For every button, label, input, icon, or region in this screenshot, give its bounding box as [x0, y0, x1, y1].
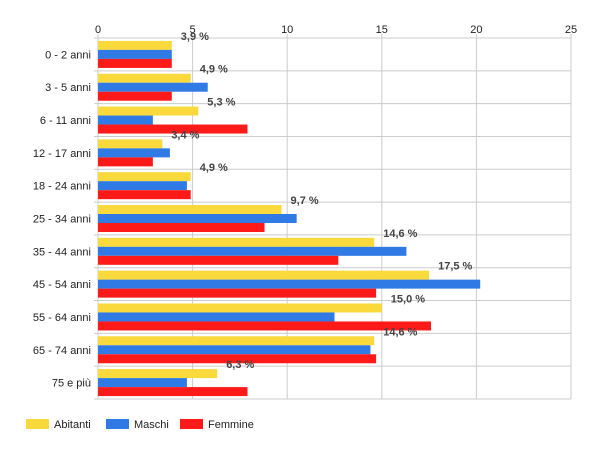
data-label: 15,0 % — [391, 293, 425, 305]
bar-femmine — [98, 157, 153, 167]
bar-maschi — [98, 345, 371, 355]
bar-maschi — [98, 312, 335, 322]
bar-abitanti — [98, 336, 375, 346]
category-label: 35 - 44 anni — [33, 246, 91, 258]
legend-label: Femmine — [208, 419, 254, 431]
legend-label: Maschi — [134, 419, 169, 431]
bar-abitanti — [98, 237, 375, 247]
bar-maschi — [98, 279, 481, 289]
x-tick-label: 0 — [95, 24, 101, 36]
bar-abitanti — [98, 205, 282, 214]
bar-abitanti — [98, 303, 382, 313]
category-label: 75 e più — [52, 378, 91, 390]
x-tick-label: 15 — [376, 24, 388, 36]
data-label: 4,9 % — [200, 64, 228, 76]
category-label: 18 - 24 anni — [33, 181, 91, 193]
bar-abitanti — [98, 139, 163, 149]
category-label: 55 - 64 anni — [33, 312, 91, 324]
category-label: 65 - 74 anni — [33, 345, 91, 357]
bar-abitanti — [98, 369, 218, 379]
legend-label: Abitanti — [54, 419, 91, 431]
data-label: 3,9 % — [181, 31, 209, 43]
category-label: 3 - 5 anni — [45, 82, 91, 94]
x-tick-label: 10 — [281, 24, 293, 36]
data-label: 5,3 % — [207, 97, 235, 109]
x-tick-label: 5 — [190, 24, 196, 36]
bar-maschi — [98, 378, 187, 388]
category-label: 25 - 34 anni — [33, 214, 91, 226]
category-label: 12 - 17 anni — [33, 148, 91, 160]
data-label: 3,4 % — [171, 129, 199, 141]
bar-femmine — [98, 58, 172, 68]
bar-femmine — [98, 387, 248, 397]
bar-maschi — [98, 49, 172, 59]
legend-swatch-femmine — [180, 419, 203, 429]
bar-maschi — [98, 214, 297, 223]
category-label: 0 - 2 anni — [45, 49, 91, 61]
x-tick-label: 20 — [470, 24, 482, 36]
data-label: 14,6 % — [383, 228, 417, 240]
bar-femmine — [98, 288, 377, 298]
bar-abitanti — [98, 270, 430, 280]
data-label: 4,9 % — [200, 162, 228, 174]
legend-swatch-abitanti — [26, 419, 49, 429]
x-tick-label: 25 — [565, 24, 577, 36]
bar-femmine — [98, 321, 431, 331]
category-label: 45 - 54 anni — [33, 279, 91, 291]
bar-abitanti — [98, 73, 191, 83]
bar-maschi — [98, 181, 187, 191]
bar-abitanti — [98, 172, 191, 182]
bar-maschi — [98, 115, 153, 125]
bar-maschi — [98, 148, 170, 158]
bar-abitanti — [98, 106, 199, 116]
bar-maschi — [98, 246, 407, 256]
category-label: 6 - 11 anni — [40, 115, 91, 127]
bar-femmine — [98, 255, 339, 265]
bar-femmine — [98, 190, 191, 200]
bar-femmine — [98, 91, 172, 101]
data-label: 9,7 % — [291, 195, 319, 207]
bar-femmine — [98, 354, 377, 364]
data-label: 6,3 % — [226, 359, 254, 371]
bar-femmine — [98, 223, 265, 232]
bar-abitanti — [98, 40, 172, 50]
bar-femmine — [98, 124, 248, 134]
bar-maschi — [98, 82, 208, 92]
legend-swatch-maschi — [106, 419, 129, 429]
data-label: 17,5 % — [438, 261, 472, 273]
data-label: 14,6 % — [383, 326, 417, 338]
